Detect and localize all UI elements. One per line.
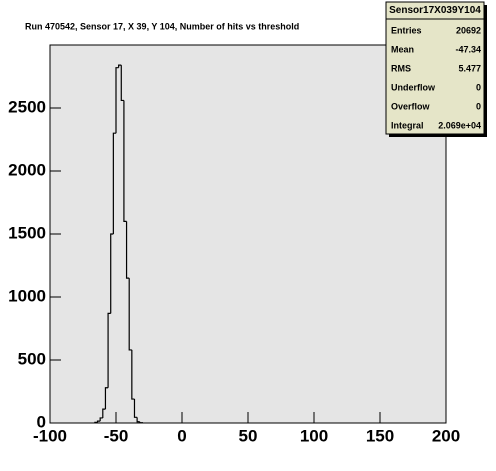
stats-value: -47.34 <box>455 44 481 54</box>
x-tick-label: 0 <box>177 426 186 445</box>
x-tick-label: -100 <box>33 426 67 445</box>
y-tick-label: 1000 <box>8 286 46 305</box>
stats-title: Sensor17X039Y104 <box>389 5 481 16</box>
histogram-bin <box>94 421 98 423</box>
x-tick-label: 150 <box>366 426 394 445</box>
histogram-bin <box>120 65 124 102</box>
histogram-bin <box>139 421 143 424</box>
y-tick-label: 2000 <box>8 160 46 179</box>
stats-box <box>385 1 485 135</box>
histogram-bin <box>133 399 138 418</box>
stats-value: 0 <box>476 82 481 92</box>
stats-value: 20692 <box>456 25 481 35</box>
histogram-bin <box>115 67 119 134</box>
stats-label: RMS <box>391 63 411 73</box>
histogram-bin <box>102 408 106 418</box>
x-tick-label: -50 <box>104 426 129 445</box>
y-tick-label: 500 <box>18 349 46 368</box>
histogram-bin <box>104 387 109 410</box>
stats-label: Underflow <box>391 82 436 92</box>
stats-value: 2.069e+04 <box>438 120 481 130</box>
stats-value: 0 <box>476 101 481 111</box>
y-tick-label: 0 <box>37 412 46 431</box>
stats-label: Mean <box>391 44 414 54</box>
x-tick-label: 100 <box>300 426 328 445</box>
stats-label: Entries <box>391 25 422 35</box>
stats-label: Overflow <box>391 101 431 111</box>
histogram-bin <box>118 64 122 68</box>
x-tick-label: 50 <box>239 426 258 445</box>
histogram-bin <box>99 417 103 422</box>
histogram-bin <box>125 221 130 279</box>
x-tick-label: 200 <box>432 426 460 445</box>
chart-title: Run 470542, Sensor 17, X 39, Y 104, Numb… <box>25 21 299 31</box>
histogram-bin <box>107 312 111 388</box>
histogram-bin <box>128 278 132 351</box>
y-tick-label: 2500 <box>8 97 46 116</box>
stats-value: 5.477 <box>458 63 481 73</box>
histogram-bin <box>123 100 127 222</box>
histogram-bin <box>136 417 140 423</box>
histogram-bin <box>112 132 116 234</box>
stats-label: Integral <box>391 120 424 130</box>
histogram-bin <box>131 349 135 400</box>
y-tick-label: 1500 <box>8 223 46 242</box>
histogram-bin <box>96 420 101 423</box>
histogram-bin <box>110 233 114 314</box>
